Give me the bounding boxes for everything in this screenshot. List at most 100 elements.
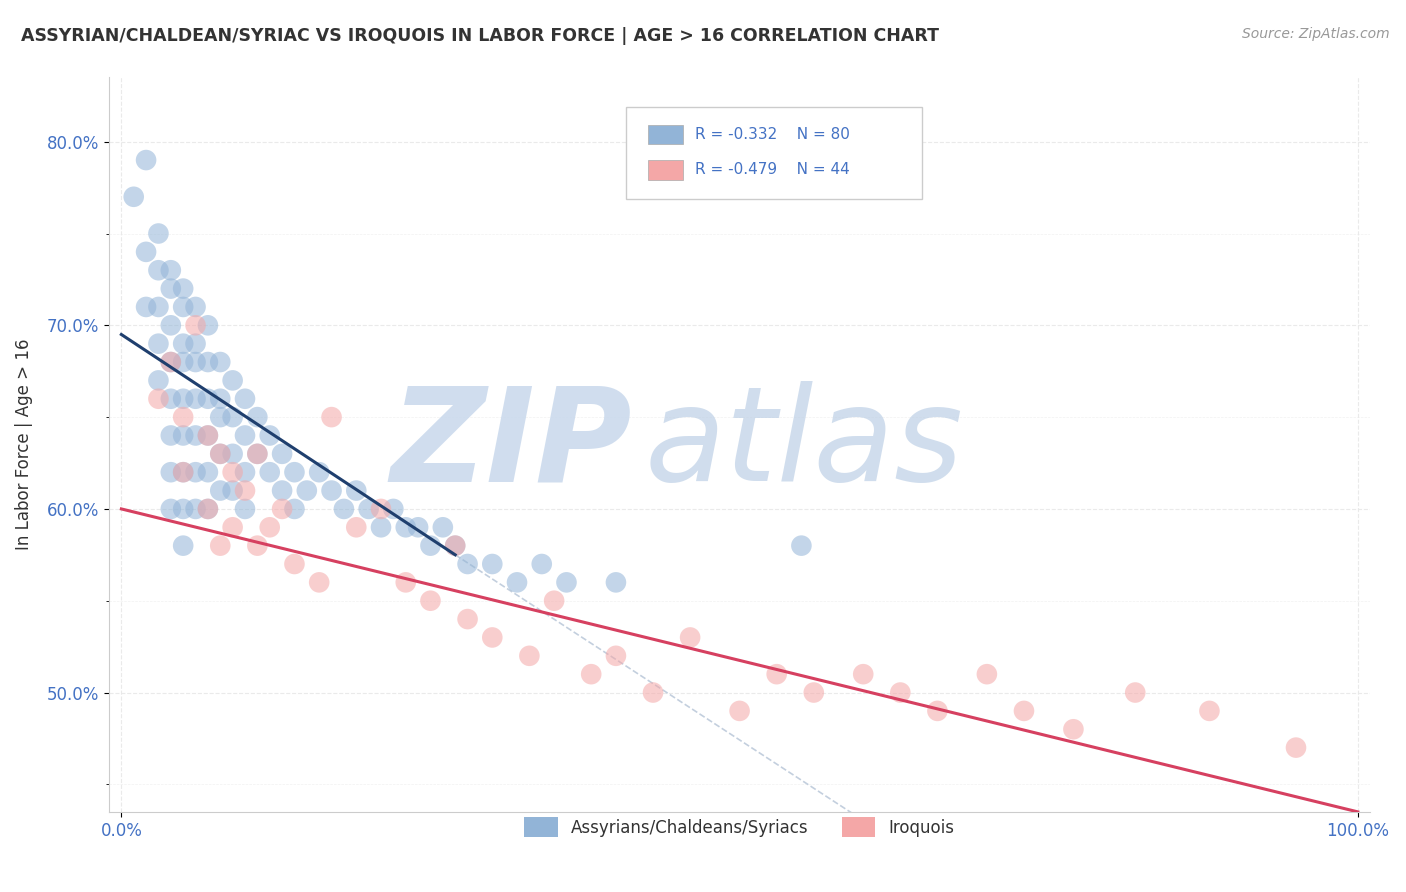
Point — [259, 520, 281, 534]
Point — [419, 593, 441, 607]
Point — [172, 392, 194, 406]
Point — [852, 667, 875, 681]
Point — [283, 557, 305, 571]
Text: ASSYRIAN/CHALDEAN/SYRIAC VS IROQUOIS IN LABOR FORCE | AGE > 16 CORRELATION CHART: ASSYRIAN/CHALDEAN/SYRIAC VS IROQUOIS IN … — [21, 27, 939, 45]
Point — [1123, 685, 1146, 699]
Point — [530, 557, 553, 571]
Point — [419, 539, 441, 553]
Point — [209, 483, 232, 498]
Point — [221, 465, 243, 479]
Point — [246, 539, 269, 553]
Point — [197, 502, 219, 516]
Point — [172, 410, 194, 425]
Point — [159, 428, 181, 442]
Point — [197, 428, 219, 442]
Point — [605, 575, 627, 590]
Point — [172, 539, 194, 553]
Point — [159, 263, 181, 277]
Point — [197, 355, 219, 369]
Point — [221, 447, 243, 461]
Point — [184, 465, 207, 479]
Text: Source: ZipAtlas.com: Source: ZipAtlas.com — [1241, 27, 1389, 41]
Point — [259, 428, 281, 442]
Point — [197, 465, 219, 479]
Point — [370, 520, 392, 534]
Point — [209, 410, 232, 425]
Point — [605, 648, 627, 663]
Point — [148, 227, 170, 241]
Point — [889, 685, 911, 699]
Point — [246, 447, 269, 461]
Point — [308, 575, 330, 590]
Point — [209, 355, 232, 369]
Point — [159, 502, 181, 516]
Point — [184, 300, 207, 314]
Text: ZIP: ZIP — [391, 381, 633, 508]
Point — [172, 300, 194, 314]
Point — [233, 392, 256, 406]
Point — [172, 355, 194, 369]
Point — [197, 392, 219, 406]
Point — [135, 153, 157, 167]
Point — [159, 318, 181, 333]
Point — [432, 520, 454, 534]
Point — [221, 520, 243, 534]
Point — [159, 282, 181, 296]
Point — [321, 483, 343, 498]
Point — [246, 410, 269, 425]
Point — [1062, 723, 1084, 737]
Point — [172, 282, 194, 296]
Point — [172, 336, 194, 351]
Point — [506, 575, 529, 590]
Point — [184, 502, 207, 516]
Text: R = -0.332    N = 80: R = -0.332 N = 80 — [696, 128, 851, 142]
Point — [283, 502, 305, 516]
Point — [283, 465, 305, 479]
Point — [159, 355, 181, 369]
Point — [259, 465, 281, 479]
Point — [172, 465, 194, 479]
Legend: Assyrians/Chaldeans/Syriacs, Iroquois: Assyrians/Chaldeans/Syriacs, Iroquois — [517, 810, 962, 844]
Point — [233, 502, 256, 516]
Point — [271, 447, 294, 461]
Point — [209, 447, 232, 461]
Point — [209, 447, 232, 461]
Point — [197, 318, 219, 333]
Point — [1198, 704, 1220, 718]
Point — [172, 502, 194, 516]
Point — [148, 263, 170, 277]
Point — [1285, 740, 1308, 755]
FancyBboxPatch shape — [648, 125, 683, 145]
Point — [184, 428, 207, 442]
Point — [148, 300, 170, 314]
Point — [927, 704, 949, 718]
Point — [976, 667, 998, 681]
Point — [555, 575, 578, 590]
Point — [233, 428, 256, 442]
Point — [148, 373, 170, 387]
Point — [406, 520, 429, 534]
Text: atlas: atlas — [645, 381, 965, 508]
Point — [197, 428, 219, 442]
Point — [271, 502, 294, 516]
Point — [184, 318, 207, 333]
FancyBboxPatch shape — [648, 161, 683, 179]
Point — [308, 465, 330, 479]
Point — [382, 502, 405, 516]
Point — [271, 483, 294, 498]
Point — [221, 410, 243, 425]
Point — [159, 355, 181, 369]
Point — [209, 392, 232, 406]
Point — [481, 631, 503, 645]
Point — [790, 539, 813, 553]
Point — [148, 336, 170, 351]
Point — [765, 667, 787, 681]
Point — [209, 539, 232, 553]
Point — [221, 373, 243, 387]
Point — [457, 557, 479, 571]
Point — [519, 648, 541, 663]
Y-axis label: In Labor Force | Age > 16: In Labor Force | Age > 16 — [15, 339, 32, 550]
Point — [159, 465, 181, 479]
Point — [444, 539, 467, 553]
Point — [172, 428, 194, 442]
